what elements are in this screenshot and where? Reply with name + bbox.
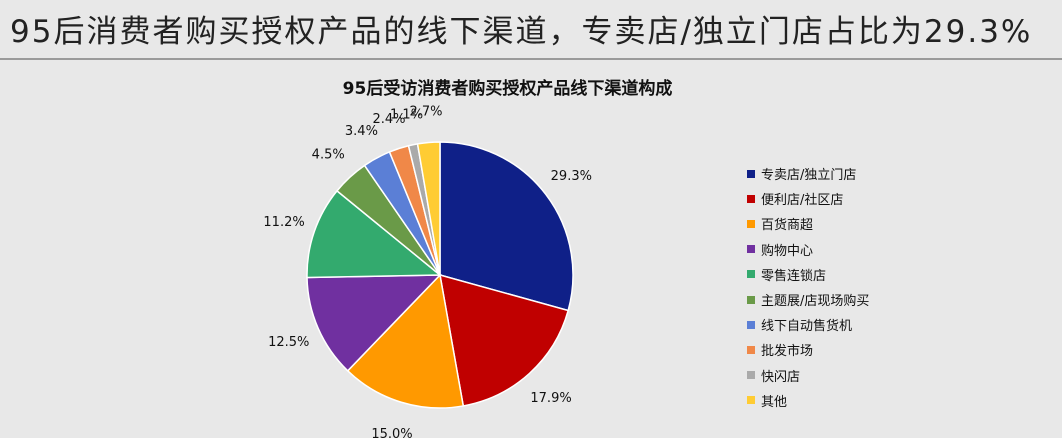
- legend-swatch: [747, 169, 755, 178]
- legend-item: 零售连锁店: [747, 262, 869, 287]
- legend-item: 百货商超: [747, 211, 869, 236]
- pie-slice: [346, 273, 465, 409]
- legend-swatch: [747, 371, 755, 380]
- legend-swatch: [747, 396, 755, 405]
- legend-label: 便利店/社区店: [761, 193, 844, 209]
- headline-divider: [0, 58, 1062, 60]
- legend-item: 购物中心: [747, 237, 869, 262]
- legend-swatch: [747, 219, 755, 228]
- slice-value-label: 17.9%: [530, 391, 571, 406]
- legend-item: 专卖店/独立门店: [747, 161, 869, 186]
- slice-value-label: 12.5%: [268, 335, 309, 350]
- legend-item: 快闪店: [747, 363, 869, 388]
- legend-item: 线下自动售货机: [747, 312, 869, 337]
- legend-label: 购物中心: [761, 243, 814, 259]
- legend-label: 主题展/店现场购买: [761, 294, 870, 310]
- legend-item: 主题展/店现场购买: [747, 287, 869, 312]
- legend-swatch: [747, 245, 755, 254]
- chart-title: 95后受访消费者购买授权产品线下渠道构成: [342, 79, 673, 99]
- slice-value-label: 3.4%: [345, 124, 378, 139]
- legend-label: 其他: [761, 394, 788, 410]
- legend-swatch: [747, 295, 755, 304]
- slice-value-label: 1.1%: [390, 107, 423, 122]
- pie-slice: [416, 141, 441, 276]
- legend-label: 专卖店/独立门店: [761, 168, 857, 184]
- legend-swatch: [747, 270, 755, 279]
- slice-value-label: 2.4%: [372, 112, 405, 127]
- slice-value-label: 4.5%: [312, 148, 345, 163]
- legend-item: 其他: [747, 388, 869, 413]
- chart-legend: 专卖店/独立门店 便利店/社区店 百货商超购物中心零售连锁店主题展/店现场购买 线下自…: [747, 161, 869, 413]
- pie-slice: [439, 141, 574, 312]
- slice-value-label: 2.7%: [410, 105, 443, 120]
- legend-label: 零售连锁店: [761, 268, 827, 284]
- legend-swatch: [747, 194, 755, 203]
- pie-slice: [306, 274, 442, 372]
- slice-value-label: 15.0%: [371, 427, 412, 438]
- legend-swatch: [747, 320, 755, 329]
- legend-item: 批发市场: [747, 337, 869, 362]
- page-headline: 95后消费者购买授权产品的线下渠道，专卖店/独立门店占比为29.3%: [10, 14, 1033, 50]
- legend-label: 批发市场: [761, 344, 814, 360]
- slice-value-label: 11.2%: [263, 215, 304, 230]
- legend-label: 百货商超: [761, 218, 814, 234]
- pie-slice: [439, 273, 570, 407]
- legend-label: 线下自动售货机: [761, 319, 853, 335]
- legend-swatch: [747, 345, 755, 354]
- pie-slice: [306, 189, 443, 279]
- legend-item: 便利店/社区店: [747, 186, 869, 211]
- slice-value-label: 29.3%: [551, 169, 592, 184]
- legend-label: 快闪店: [761, 369, 801, 385]
